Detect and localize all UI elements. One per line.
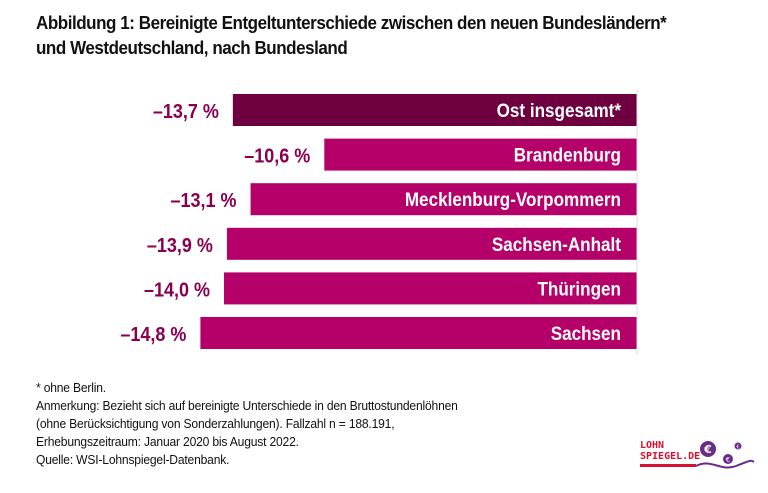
note-line: * ohne Berlin. <box>36 380 106 395</box>
bar <box>232 94 637 126</box>
note-line: Quelle: WSI-Lohnspiegel-Datenbank. <box>36 452 230 467</box>
footnotes: * ohne Berlin. Anmerkung: Bezieht sich a… <box>36 379 458 469</box>
bar <box>226 227 637 260</box>
category-label: Sachsen <box>551 323 621 344</box>
bar-chart: Ost insgesamt* –13,7 % Brandenburg –10,6 % M… <box>120 90 638 355</box>
bar <box>250 183 638 216</box>
svg-text:€: € <box>736 445 739 451</box>
chart-title: Abbildung 1: Bereinigte Entgeltunterschi… <box>36 12 667 58</box>
bar <box>324 138 637 171</box>
category-label: Mecklenburg-Vorpommern <box>405 189 621 210</box>
value-label: –13,9 % <box>147 235 213 257</box>
bar <box>224 272 637 305</box>
value-label: –14,0 % <box>144 280 210 302</box>
value-label: –13,7 % <box>153 101 219 123</box>
note-line: (ohne Berücksichtigung von Sonderzahlung… <box>36 416 395 431</box>
lohnspiegel-logo: LOHN SPIEGEL.DE € € € <box>636 440 756 480</box>
note-line: Erhebungszeitraum: Januar 2020 bis Augus… <box>36 434 299 449</box>
svg-text:€: € <box>726 456 730 464</box>
note-line: Anmerkung: Bezieht sich auf bereinigte U… <box>36 398 458 413</box>
category-label: Sachsen-Anhalt <box>492 234 621 255</box>
value-label: –10,6 % <box>244 146 310 168</box>
bar <box>200 317 637 349</box>
category-label: Thüringen <box>537 279 621 300</box>
svg-text:€: € <box>703 443 712 456</box>
value-label: –13,1 % <box>171 190 237 212</box>
value-label: –14,8 % <box>120 324 186 346</box>
category-label: Ost insgesamt* <box>497 100 622 121</box>
category-label: Brandenburg <box>514 145 621 166</box>
